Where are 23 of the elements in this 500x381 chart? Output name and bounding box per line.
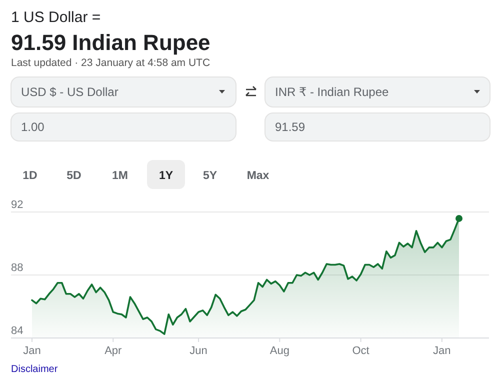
text: Disclaimer (11, 364, 58, 375)
text: 1.00 (21, 120, 45, 134)
text: 1Y (158, 170, 174, 182)
text: Max (246, 170, 270, 182)
y-tick-label: 84 (11, 325, 24, 337)
text: 91.59 (275, 120, 306, 134)
x-tick-label: Jan (433, 345, 451, 357)
x-tick-label: Jan (23, 345, 41, 357)
text: Last updated · 23 January at 4:58 am UTC (11, 57, 210, 69)
chart-subtitle: 91.59 Indian Rupee (11, 30, 210, 55)
y-tick-label: 88 (11, 262, 24, 274)
text: 1M (112, 170, 128, 182)
x-tick-label: Apr (104, 345, 122, 357)
chart-title: 1 US Dollar = (11, 9, 101, 26)
x-tick-label: Oct (352, 345, 370, 357)
text: 5Y (202, 170, 218, 182)
x-tick-label: Aug (270, 345, 290, 357)
y-tick-label: 92 (11, 199, 24, 211)
text: 1D (22, 170, 38, 182)
text: USD $ - US Dollar (21, 85, 118, 99)
x-tick-label: Jun (190, 345, 208, 357)
text: 5D (66, 170, 82, 182)
text: INR ₹ - Indian Rupee (275, 85, 390, 99)
